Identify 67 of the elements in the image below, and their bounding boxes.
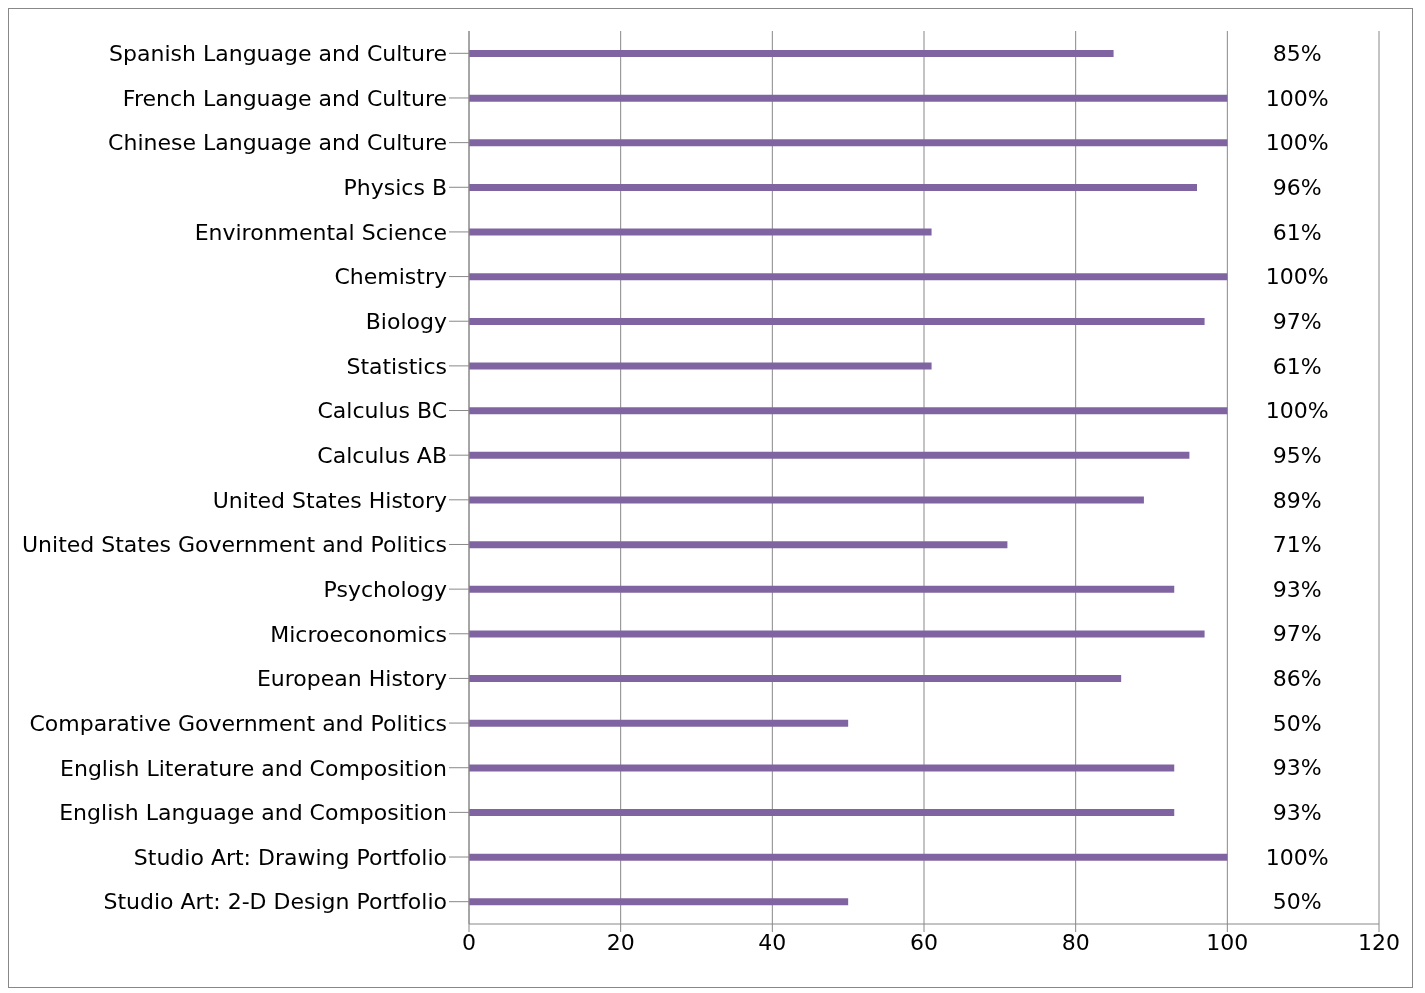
data-label: 93% xyxy=(1272,800,1322,826)
bar xyxy=(469,451,1190,459)
bar xyxy=(469,362,932,370)
x-tick-label: 120 xyxy=(1358,929,1400,955)
x-tick-label: 100 xyxy=(1206,929,1249,955)
y-tick-label: Comparative Government and Politics xyxy=(29,710,447,736)
bar xyxy=(469,273,1228,281)
bar xyxy=(469,407,1228,415)
y-tick-label: Calculus AB xyxy=(317,442,447,468)
data-label: 95% xyxy=(1272,442,1322,468)
data-label: 100% xyxy=(1265,130,1329,156)
bar xyxy=(469,764,1175,772)
y-tick-label: Psychology xyxy=(323,576,447,602)
data-label: 100% xyxy=(1265,264,1329,290)
bar xyxy=(469,719,849,727)
y-tick-label: Studio Art: Drawing Portfolio xyxy=(133,844,447,870)
bar xyxy=(469,809,1175,817)
x-tick-label: 0 xyxy=(462,929,476,955)
data-label: 61% xyxy=(1272,353,1322,379)
bar xyxy=(469,630,1205,638)
bar xyxy=(469,50,1114,57)
bar xyxy=(469,898,849,906)
y-tick-label: Calculus BC xyxy=(317,398,447,424)
bar xyxy=(469,317,1205,325)
bar xyxy=(469,139,1228,147)
y-tick-label: French Language and Culture xyxy=(122,85,447,111)
data-label: 93% xyxy=(1272,755,1322,781)
data-label: 86% xyxy=(1272,666,1322,692)
data-label: 71% xyxy=(1272,532,1322,558)
bar xyxy=(469,675,1122,683)
data-label: 97% xyxy=(1272,621,1322,647)
y-tick-label: Statistics xyxy=(346,353,447,379)
data-label: 89% xyxy=(1272,487,1322,513)
y-tick-label: United States Government and Politics xyxy=(21,532,447,558)
bar xyxy=(469,853,1228,861)
y-tick-label: Chemistry xyxy=(334,264,447,290)
data-label: 100% xyxy=(1265,398,1329,424)
y-tick-label: Microeconomics xyxy=(270,621,447,647)
y-tick-label: Spanish Language and Culture xyxy=(109,41,447,67)
bar xyxy=(469,585,1175,593)
x-tick-label: 40 xyxy=(758,929,787,955)
data-label: 50% xyxy=(1272,710,1322,736)
y-tick-label: Studio Art: 2-D Design Portfolio xyxy=(103,889,447,915)
y-tick-label: United States History xyxy=(212,487,447,513)
y-tick-label: Biology xyxy=(365,309,447,335)
data-label: 96% xyxy=(1272,174,1322,200)
y-tick-label: Environmental Science xyxy=(194,219,447,245)
y-tick-label: European History xyxy=(256,666,447,692)
x-tick-label: 60 xyxy=(910,929,938,955)
bar xyxy=(469,228,932,236)
y-tick-label: Physics B xyxy=(343,175,447,201)
data-label: 100% xyxy=(1265,844,1329,870)
data-label: 50% xyxy=(1272,889,1322,915)
y-tick-label: English Literature and Composition xyxy=(60,755,447,781)
data-label: 93% xyxy=(1272,576,1322,602)
bar xyxy=(469,496,1144,504)
x-tick-label: 20 xyxy=(606,929,635,955)
x-tick-label: 80 xyxy=(1061,929,1090,955)
bar xyxy=(469,183,1197,191)
y-tick-label: Chinese Language and Culture xyxy=(108,130,447,156)
data-label: 61% xyxy=(1272,219,1322,245)
data-label: 97% xyxy=(1272,308,1322,334)
data-label: 85% xyxy=(1272,41,1322,66)
y-tick-label: English Language and Composition xyxy=(59,800,447,826)
data-label: 100% xyxy=(1265,85,1329,111)
bar xyxy=(469,541,1008,549)
bar xyxy=(469,94,1228,102)
